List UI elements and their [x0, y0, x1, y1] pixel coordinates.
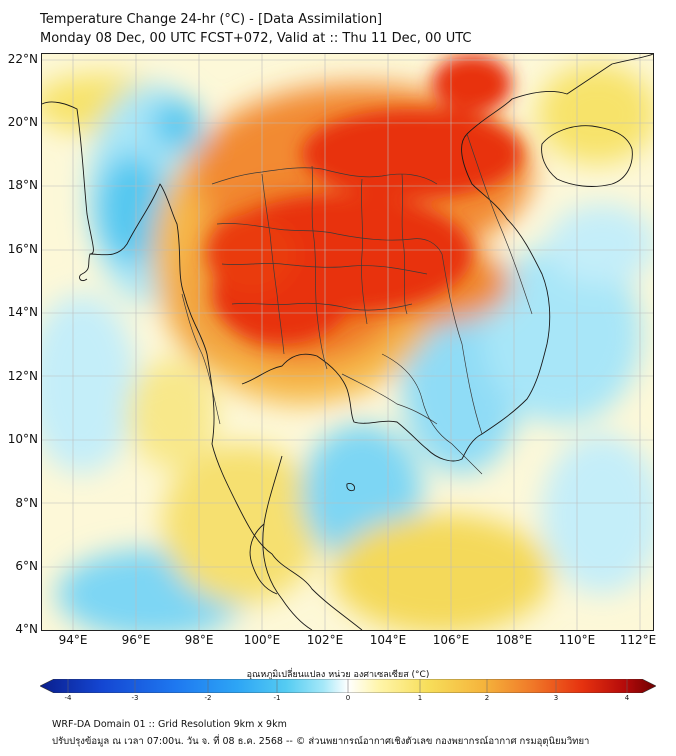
lon-tick-label: 102°E: [306, 633, 344, 647]
colorbar-label: 4: [624, 694, 630, 702]
lat-tick-label: 4°N: [15, 622, 38, 636]
lat-tick-label: 6°N: [15, 559, 38, 573]
lat-tick-label: 10°N: [7, 432, 38, 446]
lon-tick-label: 110°E: [558, 633, 596, 647]
lon-tick-label: 106°E: [432, 633, 470, 647]
lat-tick-label: 22°N: [7, 52, 38, 66]
coastlines: [42, 54, 653, 630]
colorbar-label: 2: [484, 694, 490, 702]
footer-domain-info: WRF-DA Domain 01 :: Grid Resolution 9km …: [52, 719, 287, 730]
river: [381, 353, 483, 475]
map-canvas: [42, 54, 653, 630]
map-title: Temperature Change 24-hr (°C) - [Data As…: [40, 12, 383, 27]
lon-tick-label: 94°E: [58, 633, 88, 647]
lon-tick-label: 100°E: [243, 633, 281, 647]
lon-tick-label: 96°E: [121, 633, 151, 647]
lon-tick-label: 104°E: [369, 633, 407, 647]
temperature-change-map: [41, 53, 654, 631]
lat-tick-label: 16°N: [7, 242, 38, 256]
lat-tick-label: 18°N: [7, 178, 38, 192]
colorbar-label: -1: [273, 694, 281, 702]
province-borders: [181, 133, 533, 435]
graticule: [42, 54, 653, 630]
lat-tick-label: 14°N: [7, 305, 38, 319]
map-subtitle: Monday 08 Dec, 00 UTC FCST+072, Valid at…: [40, 31, 472, 46]
lon-tick-label: 108°E: [495, 633, 533, 647]
lon-tick-label: 112°E: [619, 633, 657, 647]
colorbar-ticks: [67, 679, 628, 693]
colorbar-label: 0: [345, 694, 351, 702]
colorbar-label: -4: [64, 694, 72, 702]
colorbar-label: 1: [417, 694, 423, 702]
colorbar-label: -3: [131, 694, 139, 702]
lat-tick-label: 20°N: [7, 115, 38, 129]
lon-tick-label: 98°E: [184, 633, 214, 647]
colorbar: [40, 679, 656, 693]
footer-credit: ปรับปรุงข้อมูล ณ เวลา 07:00น. วัน จ. ที่…: [52, 736, 590, 747]
colorbar-label: -2: [204, 694, 212, 702]
colorbar-label: 3: [553, 694, 559, 702]
lat-tick-label: 12°N: [7, 369, 38, 383]
colorbar-title: อุณหภูมิเปลี่ยนแปลง หน่วย องศาเซลเซียส (…: [246, 670, 430, 680]
lat-tick-label: 8°N: [15, 496, 38, 510]
